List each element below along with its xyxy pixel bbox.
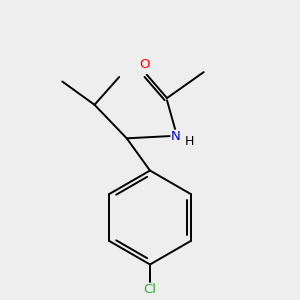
- Text: N: N: [171, 130, 181, 142]
- Text: H: H: [185, 135, 194, 148]
- Text: O: O: [140, 58, 150, 71]
- Text: Cl: Cl: [143, 284, 157, 296]
